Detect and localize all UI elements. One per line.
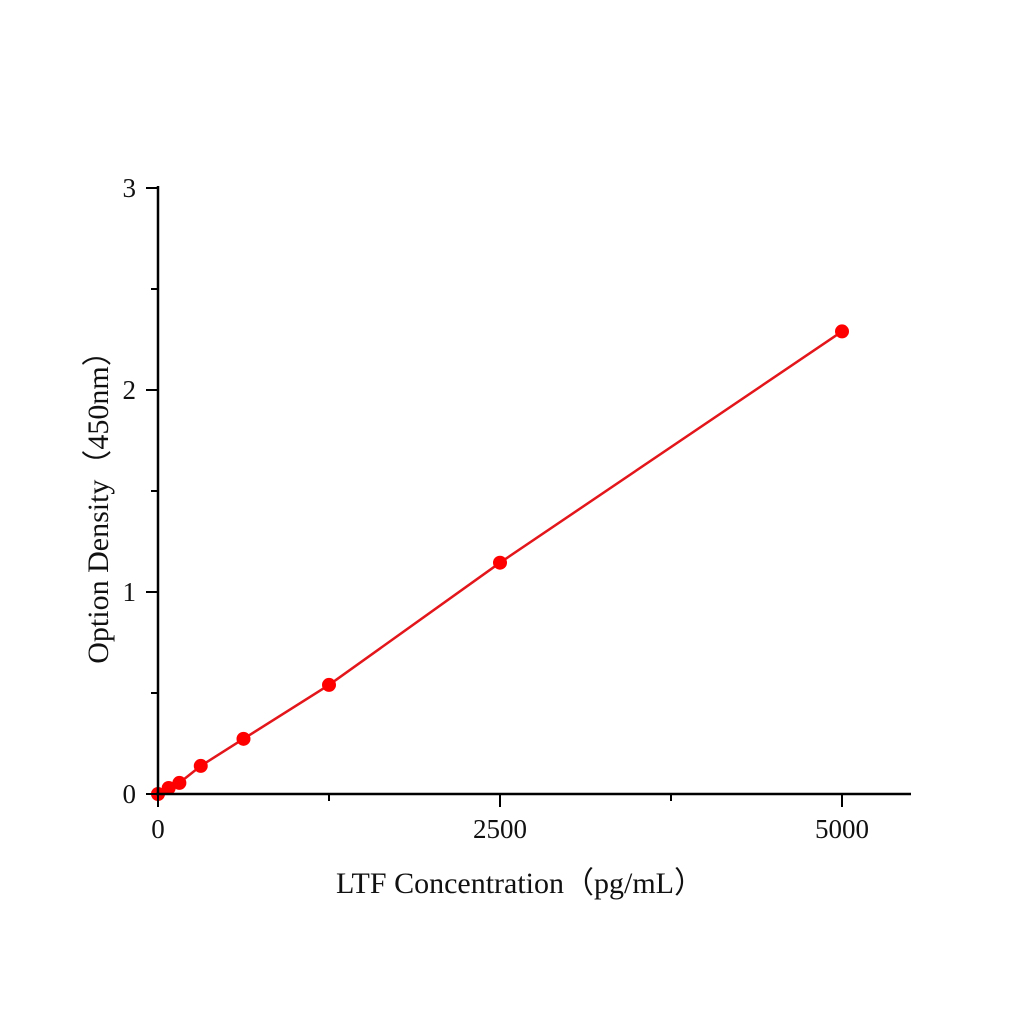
axes: 0 1 2 3 0 2500 5000	[123, 173, 911, 844]
x-tick-label: 0	[151, 814, 165, 844]
data-point	[193, 758, 208, 773]
y-tick-label: 1	[123, 577, 137, 607]
data-point	[236, 731, 251, 746]
y-ticks: 0 1 2 3	[123, 173, 158, 809]
x-tick-label: 2500	[473, 814, 527, 844]
data-point	[493, 555, 507, 570]
y-tick-label: 0	[123, 779, 137, 809]
y-tick-label: 2	[123, 375, 137, 405]
data-point	[161, 780, 176, 795]
x-axis-title: LTF Concentration（pg/mL）	[336, 867, 704, 900]
y-tick-label: 3	[123, 173, 137, 203]
data-point	[322, 677, 336, 692]
data-point	[172, 775, 187, 790]
x-tick-label: 5000	[815, 814, 869, 844]
data-point	[835, 324, 849, 339]
y-axis-title: Option Density（450nm）	[82, 336, 115, 664]
plot-area	[151, 324, 849, 801]
x-ticks: 0 2500 5000	[151, 794, 869, 844]
